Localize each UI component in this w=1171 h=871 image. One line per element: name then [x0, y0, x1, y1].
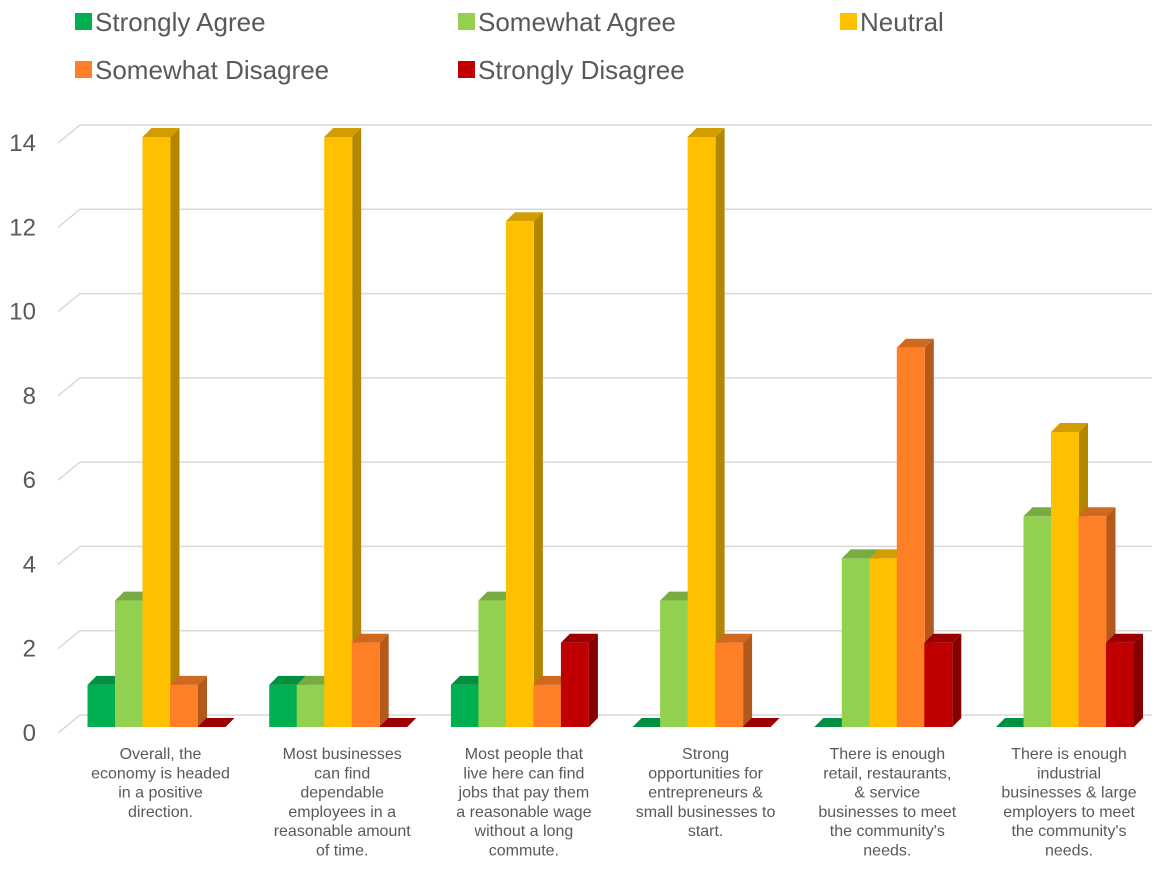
legend-swatch — [458, 13, 475, 30]
gridline-depth — [57, 377, 81, 397]
bar-neutral — [324, 128, 362, 727]
legend-item-strongly-agree: Strongly Agree — [75, 7, 266, 37]
y-tick-label: 6 — [23, 467, 36, 494]
gridlines — [57, 124, 1152, 734]
legend: Strongly Agree Somewhat Agree Neutral Somew… — [75, 7, 944, 85]
bar-somewhat-disagree — [170, 675, 207, 727]
legend-label: Strongly Disagree — [478, 55, 685, 85]
legend-swatch — [75, 61, 92, 78]
y-axis-ticks: 0 2 4 6 8 10 12 14 — [9, 130, 36, 747]
gridline-depth — [57, 461, 81, 481]
bar-strongly-disagree — [197, 718, 235, 727]
bar-strongly-disagree — [379, 718, 417, 727]
gridline-depth — [57, 545, 81, 566]
x-category-label: Most people that live here can find jobs t… — [456, 746, 591, 860]
x-category-label: There is enough industrial businesses & la… — [1001, 746, 1136, 860]
bar-neutral — [142, 128, 180, 727]
legend-label: Somewhat Disagree — [95, 55, 329, 85]
x-category-label: Most businesses can find dependable employe… — [274, 746, 412, 860]
legend-swatch — [75, 13, 92, 30]
x-category-label: Strong opportunities for entrepreneurs & sm… — [636, 746, 776, 840]
bar-neutral — [687, 128, 725, 727]
legend-item-somewhat-agree: Somewhat Agree — [458, 7, 676, 37]
y-tick-label: 10 — [9, 299, 36, 326]
bar-neutral — [505, 212, 543, 728]
gridline-depth — [57, 208, 81, 228]
y-tick-label: 8 — [23, 383, 36, 410]
legend-item-somewhat-disagree: Somewhat Disagree — [75, 55, 329, 85]
legend-label: Somewhat Agree — [478, 7, 676, 37]
bars — [87, 128, 1143, 728]
x-category-label: Overall, the economy is headed in a positi… — [91, 746, 230, 821]
bar-strongly-disagree — [742, 718, 780, 727]
legend-swatch — [458, 61, 475, 78]
gridline-depth — [57, 714, 81, 734]
bar-somewhat-disagree — [896, 338, 934, 727]
legend-item-neutral: Neutral — [840, 7, 944, 37]
bar-strongly-disagree — [560, 633, 598, 727]
legend-label: Neutral — [860, 7, 944, 37]
bar-somewhat-disagree — [351, 633, 389, 727]
x-axis-category-labels: Overall, the economy is headed in a positi… — [91, 746, 1137, 860]
gridline-depth — [57, 124, 81, 144]
y-tick-label: 0 — [23, 720, 36, 747]
y-tick-label: 12 — [9, 214, 36, 241]
legend-item-strongly-disagree: Strongly Disagree — [458, 55, 685, 85]
bar-strongly-disagree — [924, 633, 962, 727]
bar-somewhat-disagree — [715, 633, 753, 727]
gridline-depth — [57, 292, 81, 313]
x-category-label: There is enough retail, restaurants, & ser… — [818, 746, 956, 860]
legend-label: Strongly Agree — [95, 7, 266, 37]
gridline-depth — [57, 630, 81, 650]
y-tick-label: 2 — [23, 636, 36, 663]
y-tick-label: 14 — [9, 130, 36, 157]
legend-swatch — [840, 13, 857, 30]
y-tick-label: 4 — [23, 551, 36, 578]
bar-strongly-disagree — [1106, 633, 1143, 727]
